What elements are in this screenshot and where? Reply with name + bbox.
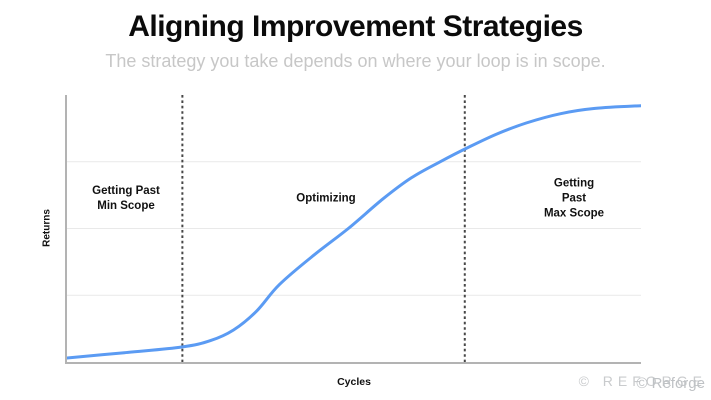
- x-axis-label: Cycles: [337, 376, 371, 388]
- reforge-watermark-spaced: © REFORGE: [578, 373, 707, 389]
- returns-curve: [67, 104, 641, 360]
- plot-svg: [67, 95, 641, 362]
- region-label-min-scope: Getting Past Min Scope: [92, 185, 160, 212]
- gridlines: [67, 161, 641, 296]
- y-axis-label: Returns: [41, 209, 53, 247]
- region-label-optimizing: Optimizing: [296, 192, 356, 205]
- reforge-watermark: © Reforge: [636, 375, 705, 392]
- page-title: Aligning Improvement Strategies: [128, 10, 583, 43]
- region-label-max-scope: Getting Past Max Scope: [543, 177, 605, 220]
- plot-area: Getting Past Min Scope Optimizing Gettin…: [65, 95, 641, 364]
- page-subtitle: The strategy you take depends on where y…: [105, 51, 606, 71]
